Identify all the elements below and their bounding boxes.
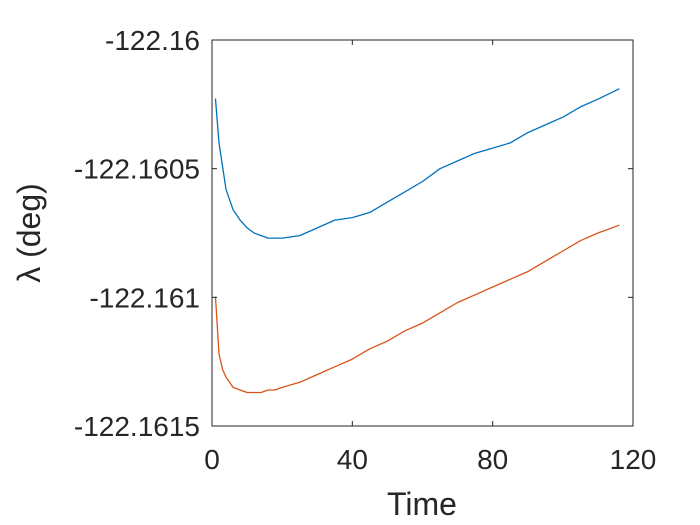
x-tick-label: 80: [477, 444, 508, 475]
x-tick-label: 40: [337, 444, 368, 475]
tick-labels-layer: 0 40 80 120 -122.16 -122.1605 -122.161 -122.161…: [74, 25, 656, 475]
y-axis-label: λ (deg): [11, 183, 47, 283]
series-line-1: [214, 88, 620, 239]
y-tick-label: -122.161: [89, 282, 200, 313]
plot-area-frame: [211, 39, 634, 427]
x-tick-label: 120: [610, 444, 657, 475]
y-tick-label: -122.1615: [74, 411, 200, 442]
x-axis-label: Time: [387, 486, 457, 522]
series-line-2: [214, 224, 620, 394]
y-tick-label: -122.1605: [74, 154, 200, 185]
series-layer: [214, 88, 620, 394]
y-tick-label: -122.16: [105, 25, 200, 56]
x-tick-label: 0: [204, 444, 220, 475]
